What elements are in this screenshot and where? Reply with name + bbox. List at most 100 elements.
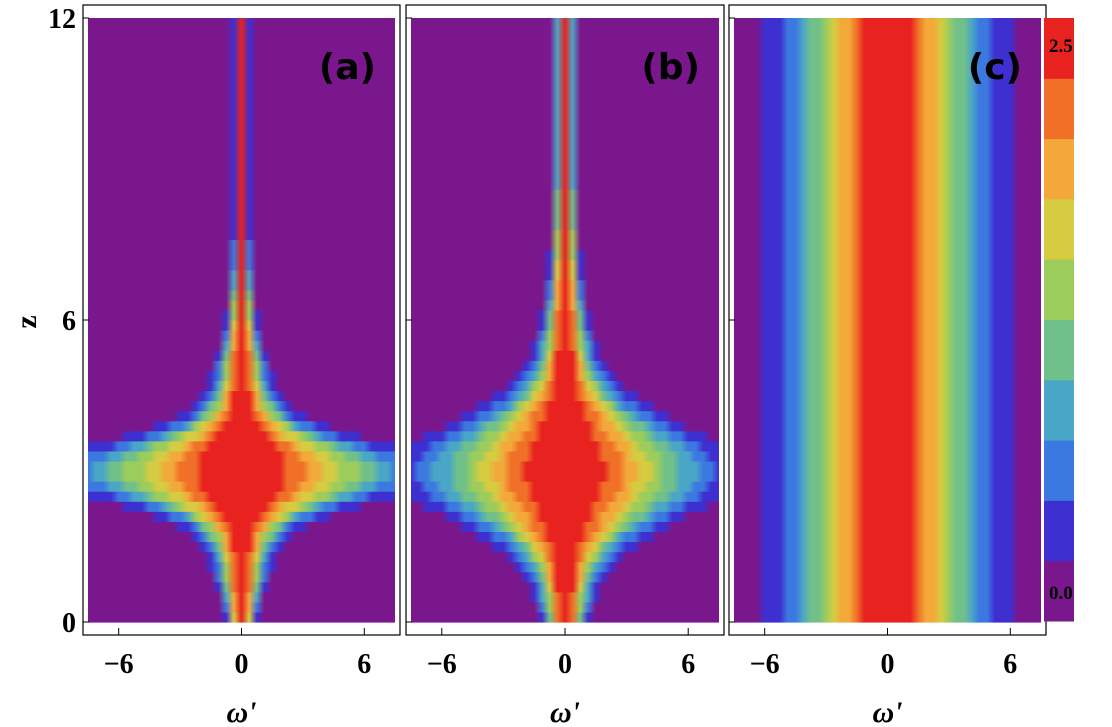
panel-b: (b) −6 0 6 ω' xyxy=(405,4,725,727)
colorbar-level xyxy=(1044,379,1074,441)
y-axis-label: z xyxy=(10,315,43,328)
heatmap-band xyxy=(411,390,719,402)
heatmap-band xyxy=(88,78,395,90)
heatmap-band xyxy=(88,269,395,281)
heatmap-band xyxy=(734,561,1041,573)
heatmap-band xyxy=(88,38,395,49)
panel-label: (c) xyxy=(968,47,1022,88)
heatmap-band xyxy=(88,410,395,422)
heatmap-band xyxy=(734,460,1041,472)
heatmap-band xyxy=(411,68,719,79)
colorbar-level xyxy=(1044,259,1074,320)
heatmap-band xyxy=(411,28,719,39)
heatmap-band xyxy=(411,158,719,170)
heatmap-band xyxy=(734,68,1041,79)
heatmap-band xyxy=(734,128,1041,140)
heatmap-band xyxy=(88,541,395,553)
colorbar-level xyxy=(1044,560,1074,622)
colorbar-level xyxy=(1044,198,1074,260)
heatmap-band xyxy=(411,189,719,200)
heatmap-band xyxy=(734,88,1041,100)
heatmap-band xyxy=(411,179,719,190)
heatmap-band xyxy=(88,209,395,220)
heatmap-band xyxy=(734,38,1041,49)
heatmap-band xyxy=(88,229,395,241)
heatmap-band xyxy=(88,158,395,170)
heatmap-band xyxy=(734,199,1041,210)
heatmap-band xyxy=(88,68,395,79)
heatmap-band xyxy=(411,199,719,210)
heatmap-band xyxy=(734,158,1041,170)
heatmap-band xyxy=(411,98,719,110)
heatmap-band xyxy=(88,259,395,271)
heatmap-band xyxy=(411,138,719,150)
x-tick-label: 0 xyxy=(881,649,895,680)
heatmap-band xyxy=(734,48,1041,59)
heatmap-band xyxy=(88,189,395,200)
colorbar-level xyxy=(1044,138,1074,200)
colorbar-level xyxy=(1044,78,1074,140)
heatmap-band xyxy=(88,239,395,251)
x-axis-label: ω' xyxy=(226,696,256,727)
y-tick-label: 6 xyxy=(62,306,76,337)
heatmap-band xyxy=(734,138,1041,150)
heatmap-band xyxy=(734,28,1041,39)
heatmap-band xyxy=(734,98,1041,110)
heatmap-band xyxy=(411,38,719,49)
heatmap-band xyxy=(88,28,395,39)
heatmap-band xyxy=(88,591,395,603)
heatmap-band xyxy=(734,521,1041,532)
x-tick-label: 6 xyxy=(681,649,695,680)
heatmap-band xyxy=(734,400,1041,412)
heatmap-band xyxy=(411,460,719,472)
heatmap-band xyxy=(411,78,719,90)
heatmap-band xyxy=(411,229,719,241)
heatmap-band xyxy=(411,299,719,311)
y-tick-label: 0 xyxy=(62,608,76,639)
colorbar-level xyxy=(1044,440,1074,501)
heatmap-band xyxy=(734,148,1041,160)
heatmap-band xyxy=(411,611,719,623)
y-tick-label: 12 xyxy=(48,4,76,35)
heatmap-band xyxy=(734,420,1041,432)
heatmap-band xyxy=(411,118,719,130)
heatmap-band xyxy=(411,320,719,331)
heatmap-band xyxy=(411,209,719,220)
heatmap-band xyxy=(88,48,395,59)
heatmap-band xyxy=(734,189,1041,200)
heatmap-band xyxy=(411,380,719,392)
heatmap-band xyxy=(734,601,1041,613)
heatmap-band xyxy=(88,440,395,452)
heatmap-band xyxy=(734,239,1041,251)
heatmap-band xyxy=(88,481,395,492)
heatmap-band xyxy=(88,521,395,532)
heatmap-band xyxy=(734,18,1041,29)
heatmap-band xyxy=(88,148,395,160)
x-tick-label: 0 xyxy=(235,649,249,680)
heatmap-band xyxy=(734,450,1041,462)
x-tick-label: −6 xyxy=(427,649,457,680)
heatmap-band xyxy=(411,148,719,160)
heatmap-band xyxy=(411,491,719,502)
heatmap-band xyxy=(88,299,395,311)
heatmap-band xyxy=(411,58,719,69)
heatmap-band xyxy=(88,581,395,593)
heatmap-band xyxy=(734,289,1041,301)
heatmap-band xyxy=(734,591,1041,603)
heatmap-band xyxy=(734,390,1041,402)
heatmap-band xyxy=(88,138,395,150)
heatmap-panels: (a) −6 0 6 ω' (b) −6 0 6 ω' (c) −6 0 6 ω' xyxy=(82,4,1047,727)
heatmap-band xyxy=(734,481,1041,492)
heatmap-band xyxy=(88,460,395,472)
heatmap-band xyxy=(411,591,719,603)
panel-label: (b) xyxy=(641,47,700,88)
heatmap-band xyxy=(88,430,395,442)
heatmap-band xyxy=(411,309,719,321)
heatmap-band xyxy=(88,491,395,502)
heatmap-band xyxy=(88,58,395,69)
heatmap-band xyxy=(734,299,1041,311)
heatmap-band xyxy=(734,410,1041,422)
heatmap-band xyxy=(88,551,395,563)
heatmap-band xyxy=(88,571,395,583)
